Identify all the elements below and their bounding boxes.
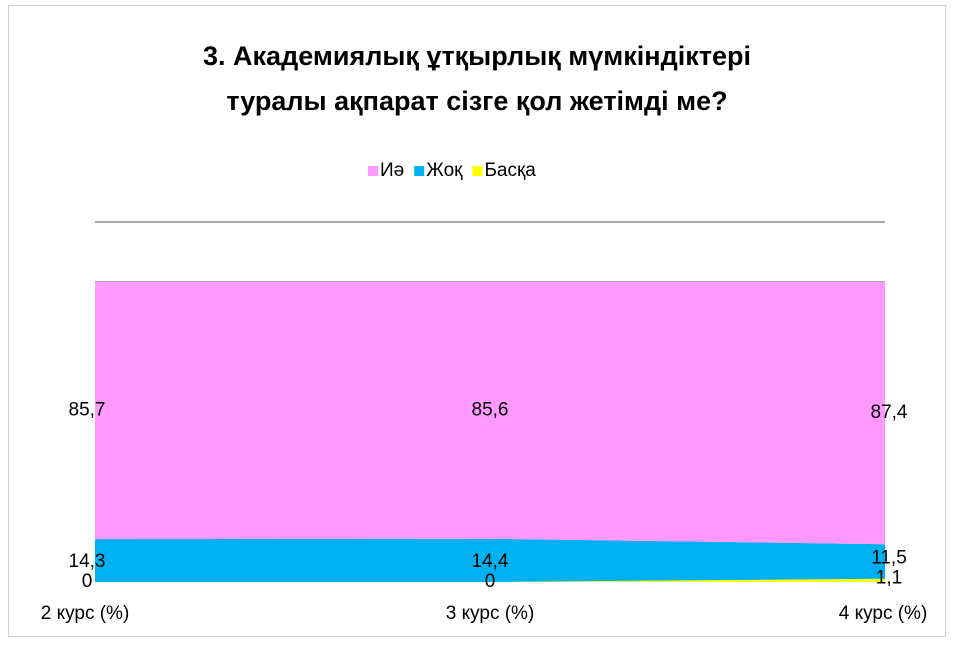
chart-title: 3. Академиялық ұтқырлық мүмкіндіктері [203,41,751,71]
legend-label: Басқа [484,160,536,181]
value-label: 0 [82,571,93,592]
value-label: 85,6 [472,399,509,420]
legend-label: Жоқ [426,160,463,181]
x-tick-label: 4 курс (%) [839,603,928,624]
area [95,282,885,545]
legend-swatch [414,166,425,176]
legend-swatch [368,166,378,176]
legend-swatch [472,166,483,176]
value-label: 14,3 [69,551,106,572]
area [95,578,885,582]
value-label: 1,1 [876,568,902,589]
legend-label: Иә [380,160,404,181]
value-label: 85,7 [69,400,106,421]
value-label: 0 [485,571,496,592]
value-label: 14,4 [472,551,509,572]
chart-subtitle: туралы ақпарат сізге қол жетімді ме? [226,86,727,116]
area [95,538,885,582]
value-label: 87,4 [871,402,908,423]
value-label: 11,5 [871,548,907,569]
x-tick-label: 2 курс (%) [41,603,130,624]
x-tick-label: 3 курс (%) [446,603,535,624]
